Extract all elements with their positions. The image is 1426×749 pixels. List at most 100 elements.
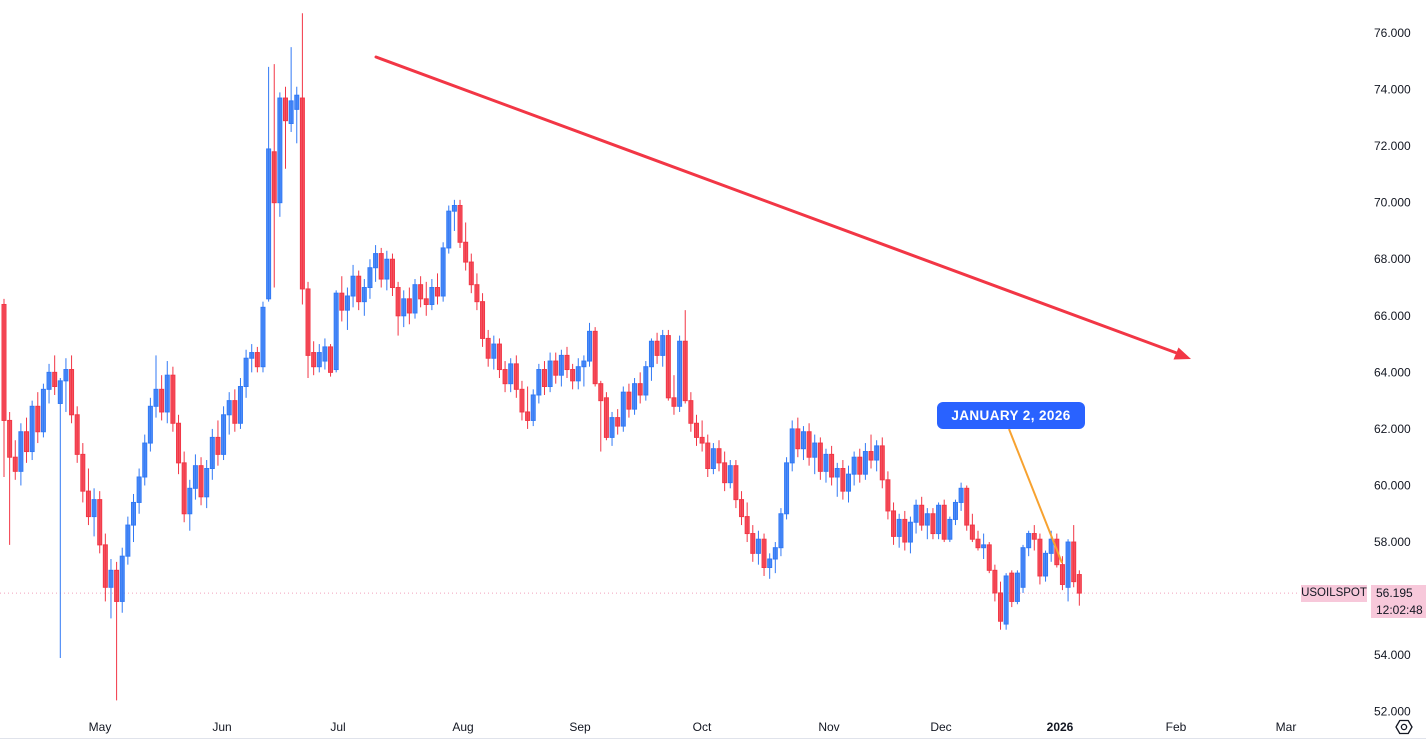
candle-body [142, 442, 148, 478]
price-axis-label: 76.000 [1374, 26, 1411, 40]
candle-body [429, 287, 435, 305]
time-axis-label: Dec [930, 720, 951, 734]
candle-body [637, 383, 643, 396]
candle-body [502, 369, 508, 385]
price-axis-label: 64.000 [1374, 365, 1411, 379]
candle-body [896, 518, 902, 537]
time-axis[interactable]: May Jun Jul Aug Sep Oct Nov Dec 2026 Feb Mar [89, 720, 1297, 734]
candle-body [406, 298, 412, 314]
candle-body [727, 465, 733, 484]
candle-body [204, 468, 210, 498]
candle-body [164, 374, 170, 413]
candle-body [575, 366, 581, 382]
candle-body [69, 369, 75, 416]
candle-body [74, 414, 80, 455]
candle-body [350, 275, 356, 297]
candle-body [1076, 574, 1082, 594]
candle-body [102, 544, 108, 588]
candle-body [992, 569, 998, 594]
candle-body [806, 431, 812, 458]
candle-body [356, 275, 362, 303]
candle-body [767, 558, 773, 568]
last-price-tag: 56.195 [1371, 584, 1426, 602]
candle-body [1065, 541, 1071, 588]
candle-body [547, 360, 553, 388]
candle-body [1043, 552, 1049, 577]
candle-body [919, 504, 925, 526]
candle-body [1059, 564, 1065, 585]
candle-body [598, 383, 604, 402]
candle-body [1020, 547, 1026, 588]
candle-body [474, 284, 480, 303]
candle-body [237, 386, 243, 424]
candle-body [891, 510, 897, 537]
candle-body [384, 258, 390, 280]
callout-label-january-2-2026[interactable]: JANUARY 2, 2026 [937, 402, 1085, 429]
candle-body [192, 465, 198, 489]
candle-body [592, 330, 598, 385]
candle-body [716, 448, 722, 464]
candle-body [130, 501, 136, 526]
candle-body [682, 340, 688, 402]
candle-body [266, 148, 272, 300]
candle-body [463, 241, 469, 263]
candle-body [744, 516, 750, 535]
candle-body [558, 354, 564, 376]
candle-body [147, 405, 153, 444]
candle-body [688, 400, 694, 424]
price-scale-settings-icon[interactable] [1395, 719, 1413, 735]
candle-body [378, 253, 384, 280]
candle-body [435, 287, 441, 297]
time-axis-label: Nov [818, 720, 839, 734]
candle-body [328, 346, 334, 373]
candle-body [243, 357, 249, 388]
candle-body [930, 513, 936, 535]
candle-body [457, 205, 463, 243]
candle-body [536, 369, 542, 396]
candle-body [986, 544, 992, 571]
candle-body [519, 388, 525, 413]
candle-body [311, 352, 317, 368]
candle-body [176, 422, 182, 464]
candle-body [789, 428, 795, 464]
candle-body [564, 354, 570, 371]
candle-body [677, 340, 683, 407]
candle-body [823, 453, 829, 472]
candle-body [846, 473, 851, 492]
candle-body [361, 287, 367, 303]
price-axis-label: 62.000 [1374, 422, 1411, 436]
candle-body [733, 465, 739, 501]
candle-body [885, 479, 891, 512]
candle-body [671, 397, 677, 407]
candle-body [344, 295, 350, 311]
candle-body [947, 518, 953, 540]
candle-body [812, 442, 818, 458]
candle-body [63, 369, 69, 382]
candle-body [975, 538, 981, 549]
time-axis-label: Mar [1276, 720, 1297, 734]
candle-body [1037, 538, 1043, 577]
candle-body [874, 445, 880, 461]
candle-body [226, 400, 232, 416]
candle-body [491, 343, 497, 359]
trend-arrow-drawing[interactable] [374, 55, 1191, 360]
candle-body [299, 97, 305, 290]
price-axis-label: 58.000 [1374, 535, 1411, 549]
candle-body [97, 499, 103, 546]
candle-body [660, 335, 666, 356]
candle-body [80, 453, 86, 492]
candle-body [1009, 572, 1015, 602]
candle-body [85, 490, 91, 518]
price-axis-label: 70.000 [1374, 196, 1411, 210]
candle-body [305, 288, 311, 356]
candle-body [221, 414, 227, 455]
candle-body [530, 394, 536, 421]
candle-body [952, 501, 958, 520]
candle-body [232, 400, 238, 424]
price-axis[interactable]: 76.000 74.000 72.000 70.000 68.000 66.000 64.0… [1374, 26, 1411, 719]
candle-body [35, 405, 41, 433]
candle-body [739, 499, 745, 518]
callout-pointer-line[interactable] [1008, 428, 1063, 564]
